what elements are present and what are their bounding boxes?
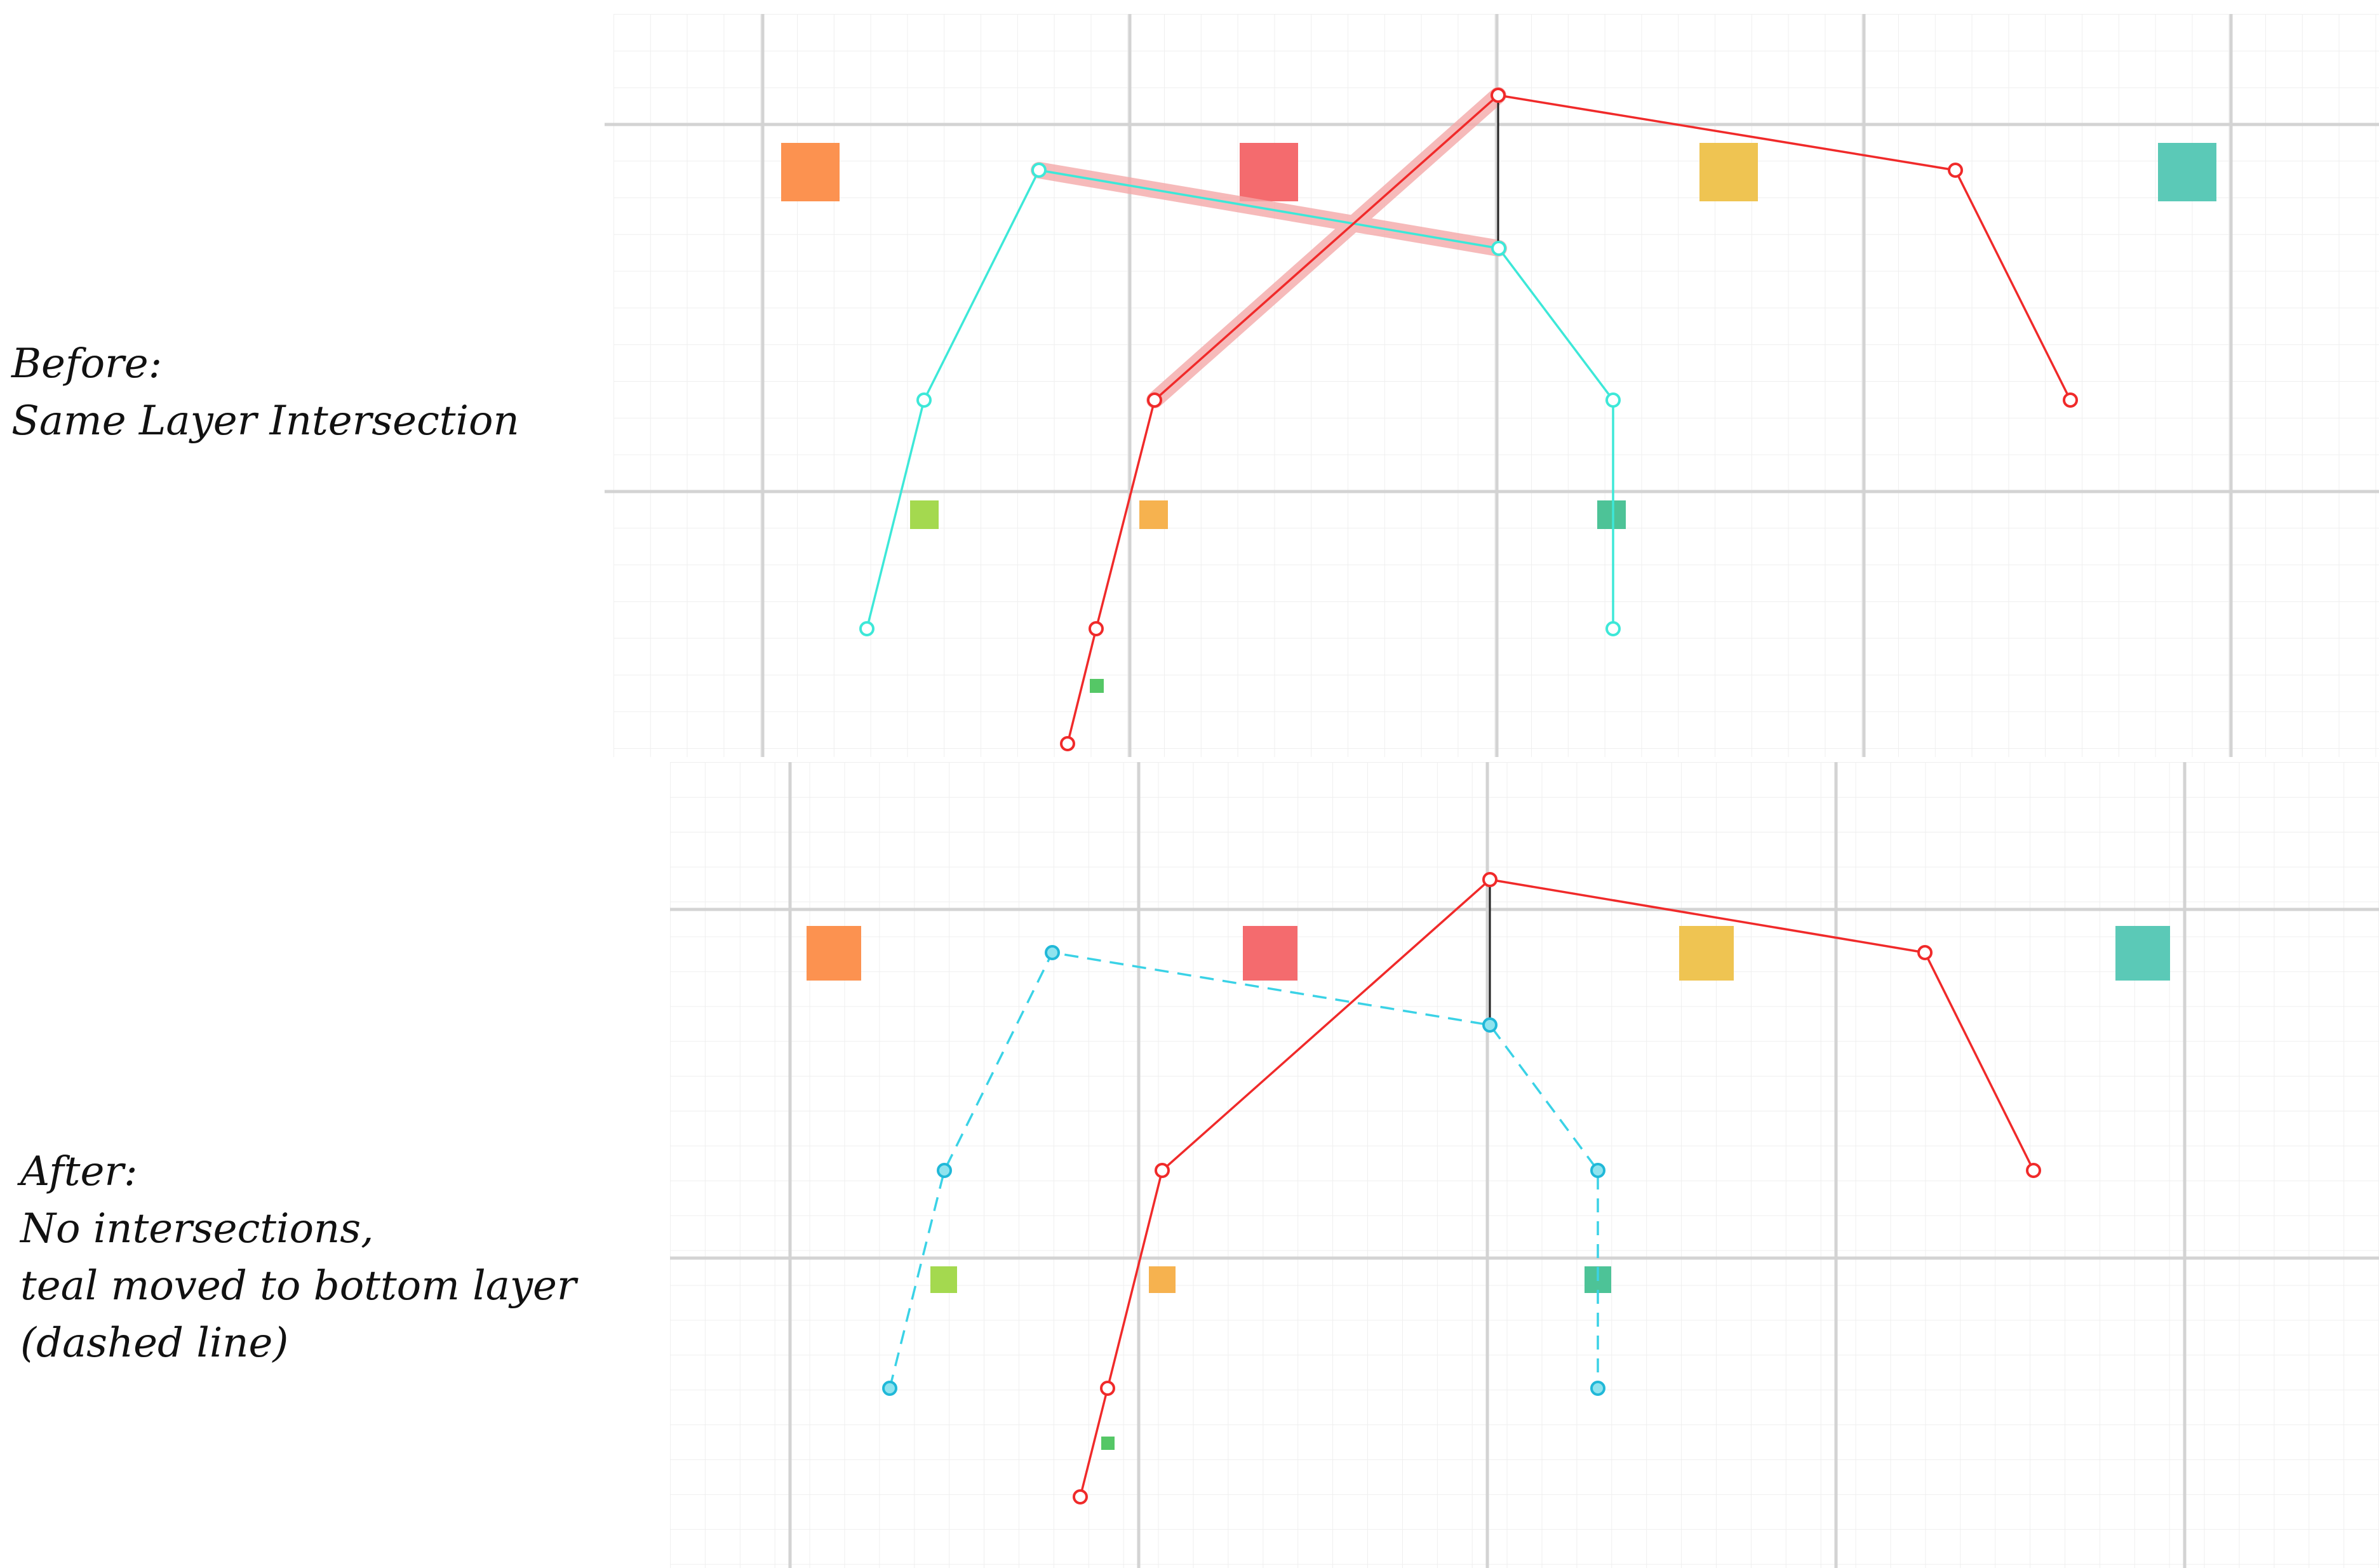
- node: [1155, 1163, 1170, 1178]
- node: [1031, 163, 1047, 178]
- after-grid-minor: [670, 762, 2379, 1568]
- after-squares: [807, 926, 2170, 1450]
- node: [1491, 88, 1506, 103]
- before-caption-description: Same Layer Intersection: [11, 398, 519, 445]
- after-panel: [670, 762, 2379, 1568]
- node: [1590, 1381, 1605, 1396]
- square-red: [1240, 143, 1298, 201]
- node: [1100, 1381, 1115, 1396]
- before-squares: [781, 143, 2216, 693]
- node: [1073, 1489, 1088, 1504]
- square-small-green: [1101, 1437, 1115, 1450]
- node: [1491, 241, 1506, 256]
- after-caption-line-3: teal moved to bottom layer: [20, 1263, 577, 1310]
- node: [1089, 621, 1104, 636]
- before-panel: [605, 14, 2379, 757]
- square-teal: [2158, 143, 2216, 201]
- node: [1045, 945, 1060, 960]
- node: [1590, 1163, 1605, 1178]
- before-nodes: [859, 88, 2078, 751]
- node: [2026, 1163, 2041, 1178]
- node: [859, 621, 875, 636]
- node: [1948, 163, 1963, 178]
- node: [1482, 1017, 1498, 1033]
- square-darkteal: [1597, 500, 1626, 529]
- before-caption: Before: Same Layer Intersection: [11, 335, 519, 450]
- node: [1605, 392, 1621, 408]
- after-caption-line-4: (dashed line): [20, 1320, 289, 1367]
- node: [937, 1163, 952, 1178]
- square-orange: [807, 926, 861, 981]
- after-caption-line-2: No intersections,: [20, 1205, 374, 1252]
- square-teal: [2115, 926, 2170, 981]
- square-orange: [781, 143, 840, 201]
- node: [882, 1381, 897, 1396]
- square-amber: [1139, 500, 1168, 529]
- after-grid-major: [670, 762, 2379, 1568]
- node: [2063, 392, 2078, 408]
- node: [1482, 872, 1498, 887]
- node: [1605, 621, 1621, 636]
- after-caption-title: After:: [20, 1148, 138, 1195]
- before-caption-title: Before:: [11, 340, 163, 387]
- square-green: [930, 1266, 957, 1293]
- square-yellow: [1679, 926, 1734, 981]
- square-green: [910, 500, 939, 529]
- square-red: [1243, 926, 1297, 981]
- node: [916, 392, 932, 408]
- square-amber: [1149, 1266, 1176, 1293]
- before-teal-wire: [866, 169, 1614, 629]
- node: [1147, 392, 1162, 408]
- after-nodes: [882, 872, 2041, 1504]
- square-yellow: [1699, 143, 1758, 201]
- square-small-green: [1090, 679, 1104, 693]
- after-caption: After: No intersections, teal moved to b…: [20, 1143, 576, 1372]
- after-teal-wire-dashed: [888, 951, 1599, 1389]
- node: [1060, 736, 1075, 751]
- node: [1917, 945, 1933, 960]
